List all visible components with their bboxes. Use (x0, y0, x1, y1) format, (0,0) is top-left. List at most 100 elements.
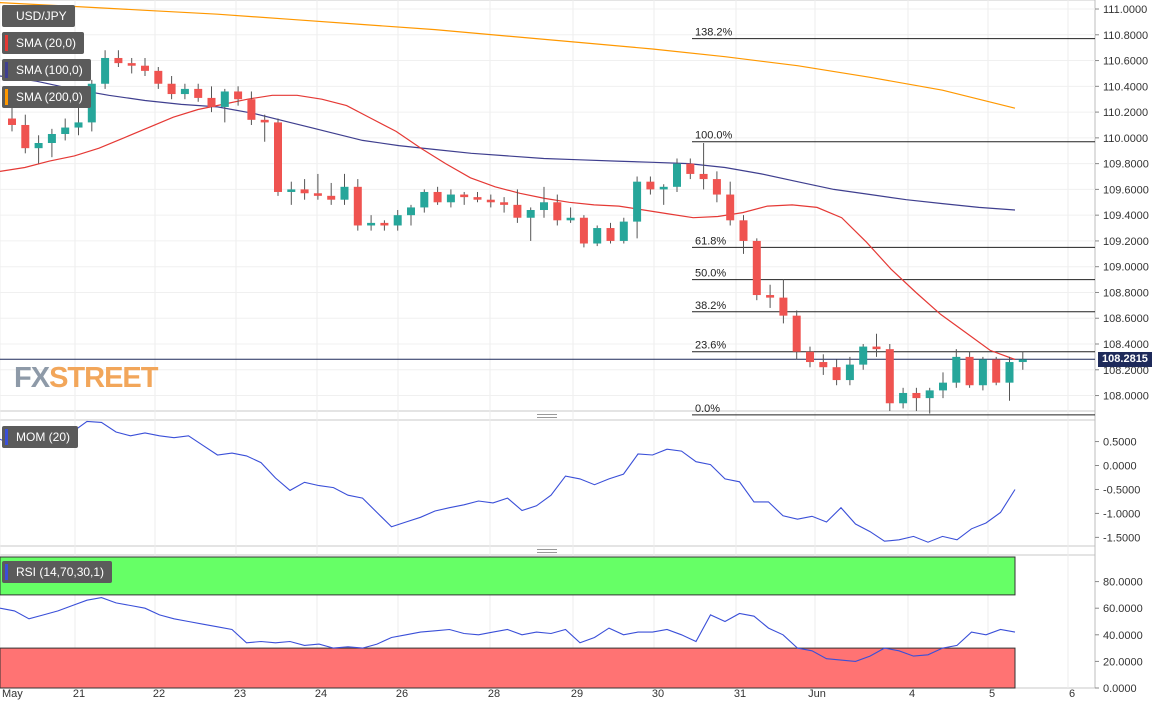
candle-down (606, 228, 615, 241)
fib-label: 61.8% (695, 235, 726, 247)
legend-label: RSI (14,70,30,1) (16, 565, 105, 579)
legend-tag-1[interactable]: SMA (20,0) (2, 32, 85, 54)
candle-up (34, 143, 43, 149)
legend-swatch (5, 429, 8, 445)
candle-up (526, 210, 535, 218)
candle-up (420, 191, 429, 208)
candle-down (127, 63, 136, 66)
candle-up (952, 356, 961, 383)
candle-down (433, 191, 442, 203)
main-y-tick-label: 109.4000 (1103, 210, 1149, 222)
rsi-y-tick-label: 40.0000 (1103, 630, 1143, 642)
candle-down (141, 65, 149, 71)
x-tick-label: 29 (571, 688, 583, 700)
fib-label: 138.2% (695, 27, 733, 39)
candle-down (792, 315, 801, 352)
rsi-y-tick-label: 0.0000 (1103, 683, 1137, 695)
sma100-line (0, 75, 1016, 211)
candle-up (540, 202, 548, 211)
candle-down (885, 349, 894, 404)
candle-up (659, 186, 668, 190)
logo-fx: FX (14, 362, 50, 394)
candle-down (553, 202, 562, 221)
legend-label: SMA (200,0) (16, 90, 83, 104)
fxstreet-logo: FXSTREET (14, 362, 158, 395)
candle-down (726, 194, 735, 221)
legend-label: USD/JPY (16, 9, 67, 23)
x-tick-label: 28 (488, 688, 500, 700)
candle-down (752, 240, 761, 296)
candle-down (779, 297, 788, 316)
x-tick-label: 6 (1069, 688, 1075, 700)
sma200-line (0, 2, 1016, 109)
main-y-tick-label: 108.6000 (1103, 313, 1149, 325)
candle-down (353, 186, 362, 226)
legend-tag-3[interactable]: SMA (200,0) (2, 86, 91, 108)
main-y-tick-label: 110.4000 (1103, 81, 1148, 93)
mom-pane (0, 419, 1096, 547)
legend-tag-rsi[interactable]: RSI (14,70,30,1) (2, 561, 113, 583)
candle-up (978, 359, 987, 386)
candle-up (446, 194, 455, 203)
candle-down (194, 88, 203, 98)
rsi-overbought-zone (0, 556, 1016, 596)
legend-label: SMA (20,0) (16, 36, 77, 50)
candle-down (234, 91, 243, 100)
candle-down (114, 57, 123, 64)
main-y-tick-label: 108.2000 (1103, 365, 1149, 377)
candle-up (1005, 362, 1014, 383)
candle-up (1018, 359, 1027, 363)
candle-down (380, 222, 389, 226)
candle-up (899, 392, 908, 404)
candle-down (486, 199, 495, 203)
main-y-tick-label: 108.0000 (1103, 391, 1149, 403)
candle-down (579, 217, 588, 244)
mom-y-tick-label: -1.0000 (1103, 508, 1140, 520)
candle-down (274, 122, 282, 192)
x-tick-label: 31 (734, 688, 746, 700)
current-price-badge: 108.2815 (1098, 351, 1152, 367)
candle-down (699, 173, 708, 180)
legend-tag-0[interactable]: USD/JPY (2, 5, 75, 27)
sma20-line (0, 94, 1016, 361)
fib-label: 23.6% (695, 340, 726, 352)
candle-down (712, 179, 721, 195)
main-y-tick-label: 109.6000 (1103, 184, 1149, 196)
mom-line (0, 420, 1016, 543)
legend-swatch (5, 62, 8, 78)
candle-down (460, 194, 469, 198)
candle-up (939, 382, 947, 391)
mom-y-tick-label: -1.5000 (1103, 532, 1140, 544)
candle-down (473, 197, 482, 200)
candle-up (593, 228, 602, 244)
candle-down (646, 181, 655, 190)
main-y-tick-label: 109.2000 (1103, 236, 1149, 248)
x-tick-label: 30 (652, 688, 664, 700)
main-y-tick-label: 108.4000 (1103, 339, 1149, 351)
logo-street: STREET (49, 362, 158, 394)
legend-swatch (5, 89, 8, 105)
x-tick-label: May (2, 688, 23, 700)
candle-up (287, 189, 296, 192)
x-tick-label: 4 (909, 688, 915, 700)
candle-up (859, 346, 868, 365)
legend-swatch (5, 564, 8, 580)
candle-up (47, 133, 56, 144)
main-y-tick-label: 111.0000 (1103, 4, 1147, 16)
candle-down (806, 351, 814, 363)
rsi-y-tick-label: 20.0000 (1103, 656, 1143, 668)
x-tick-label: 21 (73, 688, 85, 700)
legend-tag-mom[interactable]: MOM (20) (2, 426, 78, 448)
rsi-oversold-zone (0, 647, 1016, 689)
legend-tag-2[interactable]: SMA (100,0) (2, 59, 91, 81)
candle-up (925, 390, 934, 399)
candle-down (300, 189, 309, 194)
candle-up (566, 217, 575, 221)
rsi-line (0, 597, 1016, 662)
candle-down (686, 163, 695, 174)
candle-down (8, 118, 16, 125)
fib-label: 100.0% (695, 130, 733, 142)
candle-up (101, 57, 110, 84)
